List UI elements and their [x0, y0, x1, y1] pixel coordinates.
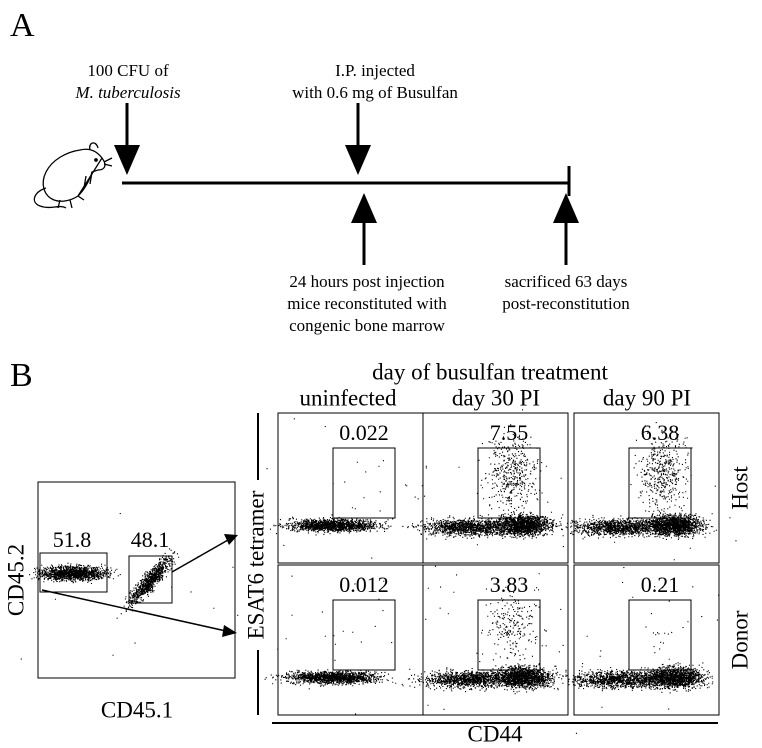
- annotation: congenic bone marrow: [289, 316, 445, 335]
- plot-frame: [422, 412, 569, 564]
- gate: [332, 599, 396, 671]
- gate-value: 51.8: [53, 527, 92, 552]
- plot-frame: [573, 564, 720, 716]
- axis-label: ESAT6 tetramer: [243, 490, 268, 639]
- gate-value: 6.38: [641, 420, 680, 445]
- annotation: I.P. injected: [335, 61, 415, 80]
- gating-arrows: [41, 534, 238, 637]
- gate-value: 3.83: [490, 572, 529, 597]
- mouse-icon: [33, 142, 113, 209]
- gate-value: 0.21: [641, 572, 680, 597]
- column-header: day 90 PI: [603, 385, 691, 410]
- panel-label: B: [10, 357, 33, 394]
- gate: [128, 555, 173, 604]
- annotation: post-reconstitution: [502, 294, 630, 313]
- dots: [528, 581, 720, 734]
- gate: [628, 599, 692, 671]
- gate-value: 0.012: [339, 572, 389, 597]
- annotation: mice reconstituted with: [287, 294, 447, 313]
- annotation: 100 CFU of: [87, 61, 169, 80]
- timeline: [114, 103, 579, 265]
- annotation: M. tuberculosis: [74, 83, 181, 102]
- panel-title: day of busulfan treatment: [372, 359, 608, 384]
- panel-label: A: [10, 7, 35, 44]
- gate-value: 0.022: [339, 420, 389, 445]
- plot-frame: [573, 412, 720, 564]
- gate: [628, 447, 692, 519]
- column-header: uninfected: [299, 385, 397, 410]
- gate: [332, 447, 396, 519]
- dots: [401, 565, 602, 710]
- gate-value: 48.1: [131, 527, 170, 552]
- annotation: sacrificed 63 days: [505, 272, 628, 291]
- axis-label: CD45.1: [101, 697, 173, 722]
- dots: [540, 422, 744, 569]
- row-label: Donor: [727, 610, 752, 669]
- axis-label: CD44: [468, 721, 523, 746]
- axis-label: CD45.2: [3, 544, 28, 616]
- annotation: with 0.6 mg of Busulfan: [292, 83, 458, 102]
- row-label: Host: [727, 466, 752, 510]
- annotation: 24 hours post injection: [289, 272, 445, 291]
- plot-grid: 0.022 7.55 6.380.012 3.83 0.21: [20, 409, 744, 734]
- column-header: day 30 PI: [452, 385, 540, 410]
- plot-frame: [37, 481, 236, 679]
- plot-frame: [422, 564, 569, 716]
